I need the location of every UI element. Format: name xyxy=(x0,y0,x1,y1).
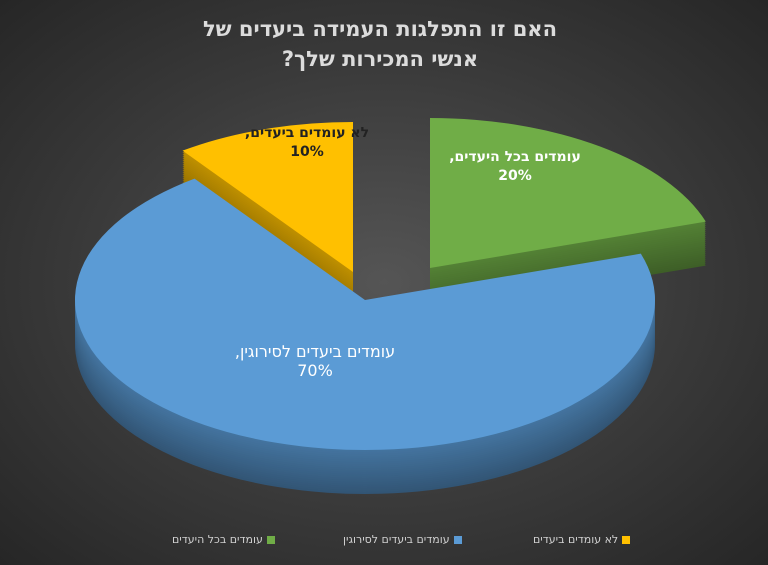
slice xyxy=(75,178,656,450)
legend-swatch xyxy=(453,535,462,544)
data-label: עומדים בכל היעדים, 20% xyxy=(449,149,581,184)
legend-label: עומדים ביעדים לסירוגין xyxy=(343,533,450,546)
slice xyxy=(182,122,353,272)
slice xyxy=(430,118,706,268)
chart-title: האם זו התפלגות העמידה ביעדים של אנשי המכ… xyxy=(202,17,558,71)
legend-swatch xyxy=(622,535,631,544)
legend-item: עומדים ביעדים לסירוגין xyxy=(343,533,462,546)
legend-label: עומדים בכל היעדים xyxy=(172,533,263,546)
data-label: עומדים ביעדים לסירוגין, 70% xyxy=(234,342,396,380)
legend-item: עומדים בכל היעדים xyxy=(172,533,275,546)
legend-swatch xyxy=(266,535,275,544)
legend-item: לא עומדים ביעדים xyxy=(533,533,631,546)
data-label: לא עומדים ביעדים, 10% xyxy=(244,125,370,160)
legend-label: לא עומדים ביעדים xyxy=(533,533,619,546)
